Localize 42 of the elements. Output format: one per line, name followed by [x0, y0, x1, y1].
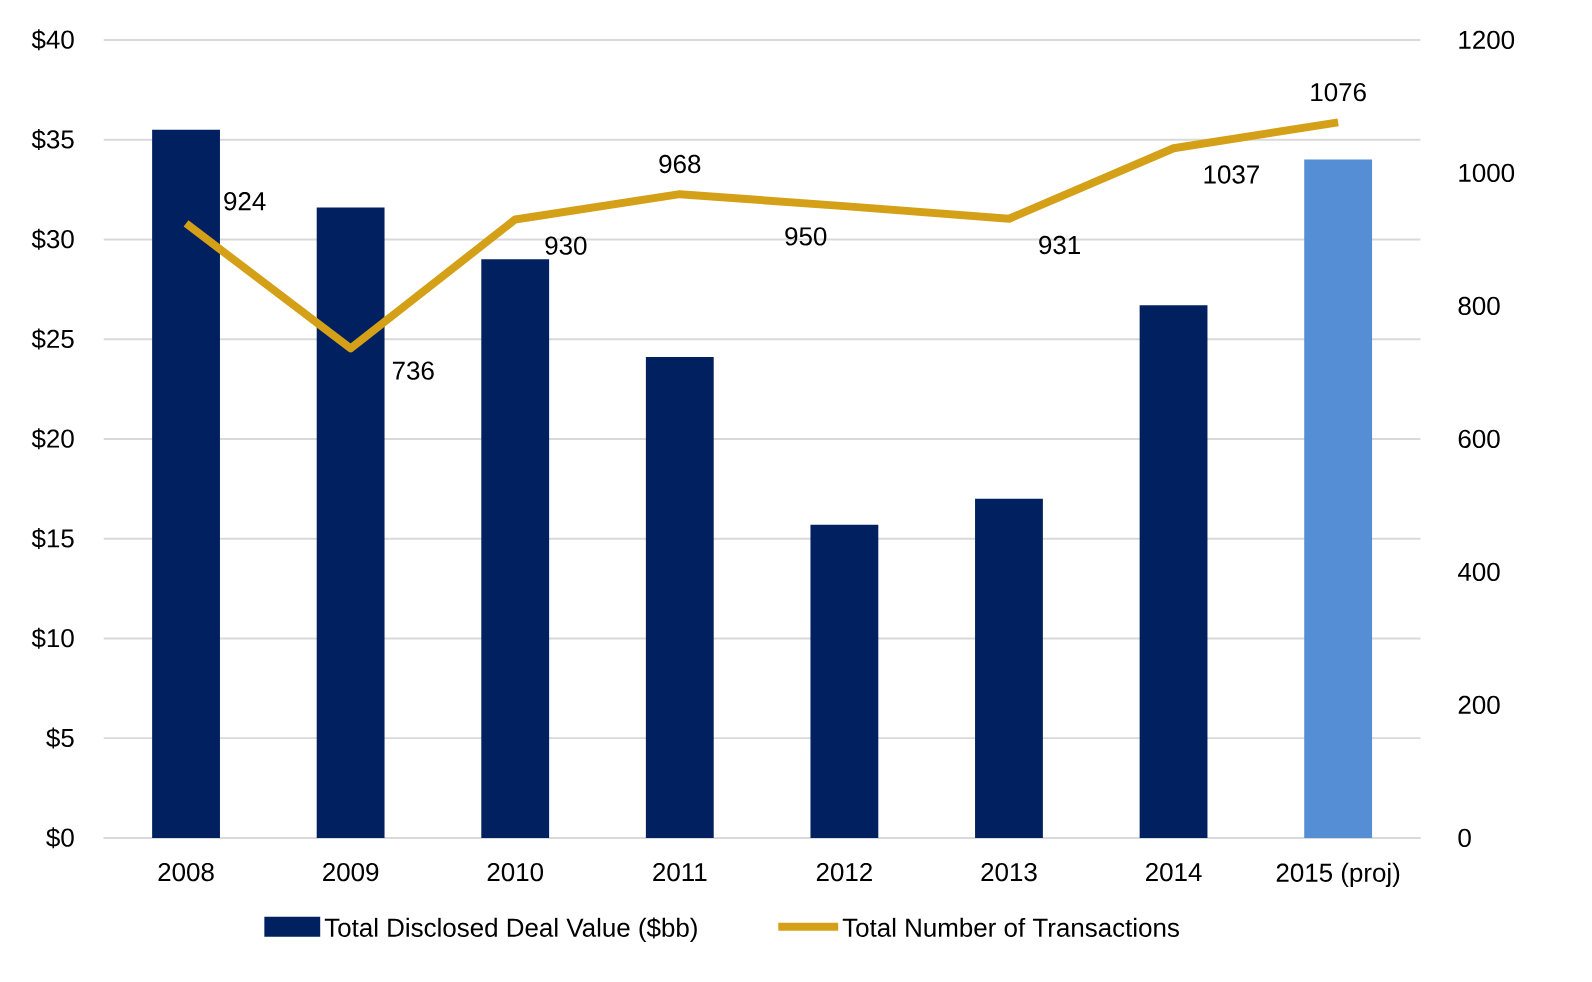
data-label: 930 — [545, 236, 587, 256]
y2-tick-label: 800 — [1458, 296, 1500, 316]
legend-label: Total Disclosed Deal Value ($bb) — [324, 917, 697, 943]
data-label: 1037 — [1204, 165, 1259, 184]
y-tick-label: $15 — [31, 528, 74, 550]
y-tick-label: $0 — [46, 827, 74, 849]
y-tick-label: $10 — [31, 628, 74, 650]
data-label: 924 — [224, 192, 266, 211]
bar — [1139, 305, 1208, 839]
x-tick-label: 2009 — [323, 863, 379, 882]
data-label: 736 — [392, 361, 434, 381]
y-tick-label: $40 — [31, 29, 74, 51]
y-tick-label: $35 — [31, 129, 74, 151]
x-tick-label: 2013 — [981, 863, 1037, 882]
x-tick-label: 2010 — [487, 863, 544, 882]
bar — [1304, 159, 1373, 839]
y-tick-label: $5 — [46, 727, 74, 749]
x-tick-label: 2014 — [1146, 863, 1202, 882]
bar — [645, 357, 714, 839]
y-tick-label: $25 — [31, 328, 74, 350]
x-tick-label: 2011 — [653, 863, 707, 882]
data-label: 968 — [659, 155, 701, 174]
data-label: 1076 — [1311, 83, 1366, 102]
bar — [316, 207, 385, 839]
y2-tick-label: 0 — [1458, 828, 1471, 848]
data-label: 950 — [785, 227, 827, 246]
y2-tick-label: 400 — [1458, 562, 1500, 582]
y-tick-label: $30 — [31, 229, 74, 251]
bar — [975, 498, 1043, 839]
bar — [152, 129, 220, 839]
bar — [481, 259, 550, 839]
x-tick-label: 2012 — [816, 863, 872, 882]
y2-tick-label: 200 — [1458, 695, 1500, 715]
y2-tick-label: 600 — [1458, 429, 1500, 449]
data-label: 931 — [1039, 236, 1080, 255]
y2-tick-label: 1000 — [1459, 163, 1515, 183]
y-tick-label: $20 — [31, 428, 74, 450]
legend-label: Total Number of Transactions — [842, 918, 1179, 938]
x-tick-label: 2008 — [158, 863, 214, 882]
y2-tick-label: 1200 — [1459, 30, 1515, 50]
bar — [810, 524, 879, 839]
x-tick-label: 2015 (proj) — [1276, 863, 1400, 888]
